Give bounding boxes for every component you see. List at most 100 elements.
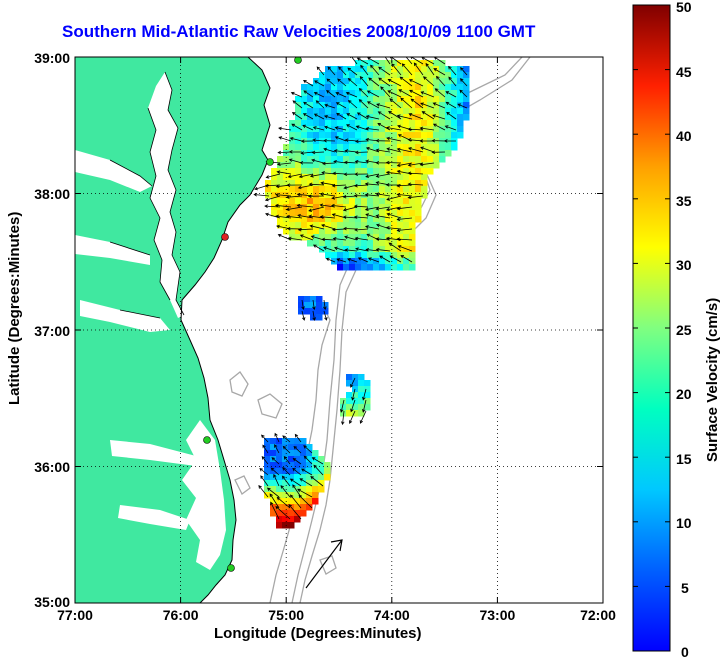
velocity-cell	[391, 90, 398, 97]
velocity-cell	[283, 204, 290, 211]
velocity-cell	[325, 204, 332, 211]
velocity-cell	[349, 228, 356, 235]
velocity-cell	[343, 180, 350, 187]
velocity-vector	[276, 496, 291, 509]
velocity-cell	[331, 192, 338, 199]
velocity-vector	[294, 433, 302, 443]
velocity-cell	[403, 234, 410, 241]
velocity-vector	[445, 101, 457, 109]
velocity-vector	[285, 195, 303, 199]
velocity-cell	[325, 234, 332, 241]
grid-lines	[75, 57, 603, 603]
velocity-cell	[307, 210, 314, 217]
velocity-cell	[379, 222, 386, 229]
velocity-cell	[361, 150, 368, 157]
velocity-cell	[313, 96, 320, 103]
velocity-cell	[391, 216, 398, 223]
velocity-vector	[354, 159, 369, 164]
velocity-vector	[288, 158, 303, 164]
velocity-vector	[321, 237, 336, 242]
velocity-cell	[300, 438, 307, 445]
velocity-cell	[349, 222, 356, 229]
velocity-cell	[319, 162, 326, 169]
velocity-cell	[301, 84, 308, 91]
velocity-cell	[295, 222, 302, 229]
velocity-cell	[343, 204, 350, 211]
velocity-cell	[391, 84, 398, 91]
velocity-vector	[333, 149, 347, 153]
velocity-vector	[365, 248, 380, 252]
x-axis-label: Longitude (Degrees:Minutes)	[214, 625, 422, 642]
velocity-vector	[262, 444, 269, 454]
velocity-cell	[373, 180, 380, 187]
velocity-cell	[346, 392, 353, 399]
velocity-vector	[273, 473, 280, 487]
velocity-cell	[294, 498, 301, 505]
velocity-vector	[323, 147, 336, 153]
velocity-cell	[421, 186, 428, 193]
velocity-cell	[307, 150, 314, 157]
velocity-cell	[313, 192, 320, 199]
velocity-cell	[427, 72, 434, 79]
velocity-vector	[301, 468, 313, 476]
velocity-cell	[310, 314, 317, 321]
velocity-cell	[403, 258, 410, 265]
velocity-cell	[337, 240, 344, 247]
velocity-vector	[350, 57, 358, 65]
velocity-cell	[427, 168, 434, 175]
velocity-cell	[391, 252, 398, 259]
velocity-cell	[421, 120, 428, 127]
velocity-cell	[337, 180, 344, 187]
velocity-vector	[324, 103, 336, 109]
velocity-cell	[271, 180, 278, 187]
velocity-cell	[415, 96, 422, 103]
velocity-cell	[325, 150, 332, 157]
velocity-cell	[403, 102, 410, 109]
velocity-cell	[409, 222, 416, 229]
velocity-cell	[295, 156, 302, 163]
velocity-cell	[295, 96, 302, 103]
velocity-cell	[337, 216, 344, 223]
velocity-cell	[445, 96, 452, 103]
velocity-cell	[337, 150, 344, 157]
velocity-cell	[409, 132, 416, 139]
velocity-cell	[373, 66, 380, 73]
velocity-vector	[338, 66, 347, 76]
velocity-cell	[361, 174, 368, 181]
velocity-cell	[391, 228, 398, 235]
velocity-cell	[270, 510, 277, 517]
velocity-vector	[321, 161, 336, 166]
velocity-cell	[367, 66, 374, 73]
velocity-vector	[298, 173, 314, 179]
velocity-cell	[457, 66, 464, 73]
velocity-cell	[415, 102, 422, 109]
velocity-cell	[337, 162, 344, 169]
velocity-vector	[277, 150, 292, 155]
velocity-cell	[313, 210, 320, 217]
velocity-cell	[433, 132, 440, 139]
velocity-cell	[403, 168, 410, 175]
velocity-vector	[347, 78, 358, 87]
velocity-cell	[367, 216, 374, 223]
velocity-cell	[457, 84, 464, 91]
velocity-cell	[403, 252, 410, 259]
velocity-vector	[353, 204, 369, 209]
velocity-cell	[318, 468, 325, 475]
velocity-cell	[385, 222, 392, 229]
velocity-cell	[379, 96, 386, 103]
velocity-vector	[375, 138, 391, 143]
velocity-cell	[325, 156, 332, 163]
velocity-cell	[385, 180, 392, 187]
velocity-cell	[373, 168, 380, 175]
velocity-cell	[337, 234, 344, 241]
y-tick-label: 35:00	[34, 594, 70, 610]
velocity-vector	[324, 125, 336, 131]
velocity-cell	[307, 240, 314, 247]
colorbar-tick-label: 15	[676, 451, 692, 467]
velocity-cell	[367, 102, 374, 109]
velocity-cell	[385, 72, 392, 79]
velocity-cell	[289, 234, 296, 241]
velocity-vector	[359, 410, 367, 424]
velocity-vector	[330, 203, 347, 208]
velocity-cell	[349, 84, 356, 91]
